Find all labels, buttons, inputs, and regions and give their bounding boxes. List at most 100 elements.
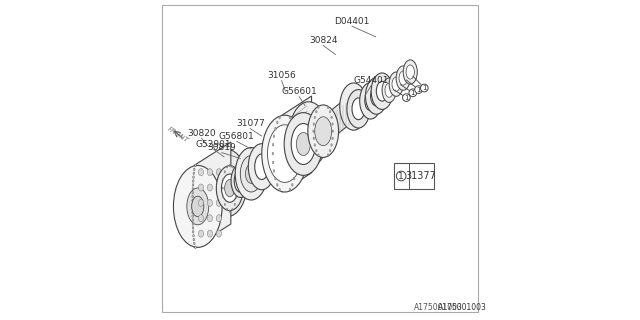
- Ellipse shape: [227, 166, 228, 168]
- Ellipse shape: [187, 188, 209, 225]
- Ellipse shape: [313, 137, 315, 140]
- Circle shape: [403, 94, 410, 101]
- Ellipse shape: [241, 156, 262, 192]
- Ellipse shape: [192, 188, 194, 190]
- Ellipse shape: [216, 169, 221, 176]
- Ellipse shape: [289, 116, 291, 119]
- Ellipse shape: [207, 169, 212, 176]
- Ellipse shape: [192, 227, 194, 229]
- Ellipse shape: [406, 65, 415, 79]
- Ellipse shape: [317, 154, 319, 156]
- Ellipse shape: [291, 121, 293, 124]
- Ellipse shape: [192, 191, 193, 194]
- Text: A175001003: A175001003: [413, 303, 462, 312]
- Ellipse shape: [273, 135, 275, 138]
- Text: 31377: 31377: [405, 171, 436, 181]
- Ellipse shape: [403, 60, 417, 84]
- Ellipse shape: [207, 230, 212, 237]
- Ellipse shape: [192, 219, 193, 221]
- Ellipse shape: [193, 180, 194, 182]
- Ellipse shape: [198, 230, 204, 237]
- Ellipse shape: [389, 72, 403, 96]
- Ellipse shape: [227, 208, 228, 211]
- Text: 31077: 31077: [236, 119, 264, 128]
- Ellipse shape: [399, 71, 408, 85]
- Ellipse shape: [314, 116, 316, 119]
- Ellipse shape: [385, 83, 393, 97]
- Ellipse shape: [229, 164, 230, 166]
- Ellipse shape: [216, 184, 221, 191]
- Ellipse shape: [234, 169, 247, 192]
- Ellipse shape: [225, 180, 235, 197]
- Ellipse shape: [340, 83, 367, 130]
- Ellipse shape: [332, 130, 333, 132]
- Ellipse shape: [223, 178, 224, 180]
- Ellipse shape: [216, 166, 243, 211]
- Ellipse shape: [223, 196, 224, 198]
- Ellipse shape: [316, 110, 317, 113]
- Ellipse shape: [291, 183, 293, 186]
- Ellipse shape: [193, 176, 195, 179]
- Ellipse shape: [296, 152, 298, 155]
- Ellipse shape: [193, 172, 195, 174]
- Ellipse shape: [236, 196, 237, 198]
- Ellipse shape: [192, 184, 194, 186]
- Ellipse shape: [272, 143, 274, 146]
- Text: 30820: 30820: [188, 129, 216, 138]
- Ellipse shape: [207, 184, 212, 191]
- Ellipse shape: [246, 164, 257, 183]
- Ellipse shape: [396, 66, 410, 90]
- Ellipse shape: [236, 178, 237, 180]
- Ellipse shape: [193, 230, 194, 233]
- Ellipse shape: [236, 148, 268, 200]
- Ellipse shape: [173, 165, 222, 247]
- Ellipse shape: [198, 169, 204, 176]
- Ellipse shape: [192, 211, 193, 213]
- Ellipse shape: [234, 171, 236, 173]
- Text: 31056: 31056: [268, 71, 296, 80]
- Ellipse shape: [262, 115, 308, 192]
- Ellipse shape: [224, 203, 225, 205]
- Ellipse shape: [273, 170, 275, 172]
- Ellipse shape: [192, 196, 193, 198]
- Ellipse shape: [392, 77, 401, 91]
- Polygon shape: [194, 142, 231, 247]
- Ellipse shape: [224, 171, 225, 173]
- Ellipse shape: [231, 164, 250, 197]
- Bar: [394, 163, 434, 189]
- Ellipse shape: [327, 154, 329, 156]
- Ellipse shape: [331, 144, 332, 146]
- Circle shape: [396, 171, 406, 181]
- Ellipse shape: [192, 223, 194, 225]
- Ellipse shape: [331, 116, 332, 119]
- Ellipse shape: [207, 215, 212, 222]
- Ellipse shape: [192, 203, 193, 206]
- Ellipse shape: [272, 161, 274, 164]
- Ellipse shape: [255, 154, 269, 180]
- Ellipse shape: [198, 199, 204, 206]
- Ellipse shape: [289, 102, 328, 167]
- Text: A175001003: A175001003: [438, 303, 487, 312]
- Ellipse shape: [216, 215, 221, 222]
- Ellipse shape: [332, 137, 333, 140]
- Ellipse shape: [232, 166, 233, 168]
- Ellipse shape: [376, 81, 388, 101]
- Ellipse shape: [371, 86, 382, 106]
- Text: 1: 1: [410, 90, 415, 96]
- Text: G54401: G54401: [353, 76, 389, 85]
- Circle shape: [409, 89, 417, 97]
- Ellipse shape: [315, 117, 332, 146]
- Ellipse shape: [371, 73, 393, 109]
- Text: 1: 1: [404, 95, 409, 100]
- Ellipse shape: [192, 196, 204, 217]
- Ellipse shape: [222, 187, 223, 189]
- Ellipse shape: [316, 149, 317, 152]
- Text: FRONT: FRONT: [166, 126, 190, 144]
- Ellipse shape: [329, 110, 331, 113]
- Text: 1: 1: [398, 172, 404, 180]
- Ellipse shape: [289, 188, 291, 191]
- Ellipse shape: [276, 183, 278, 186]
- Ellipse shape: [193, 242, 195, 245]
- Ellipse shape: [207, 149, 247, 217]
- Text: G52901: G52901: [196, 140, 232, 149]
